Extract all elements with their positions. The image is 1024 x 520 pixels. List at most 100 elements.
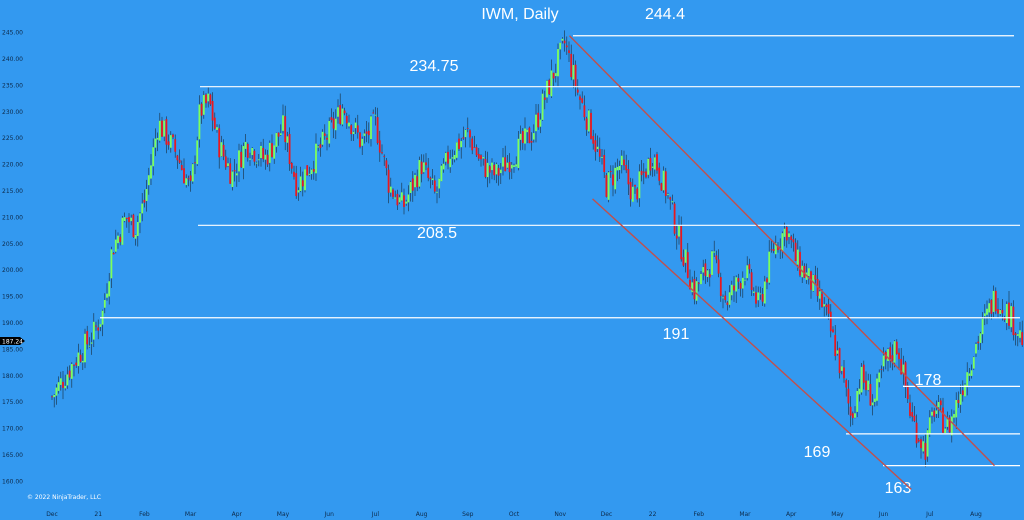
candle-body <box>231 171 234 187</box>
x-tick-label: Jul <box>925 511 934 518</box>
candle-body <box>440 165 443 182</box>
candle-body <box>876 378 878 401</box>
candle-body <box>543 97 546 100</box>
candle-body <box>57 382 60 391</box>
candle-body <box>260 145 262 158</box>
candle-body <box>579 96 581 100</box>
candle-body <box>290 162 293 169</box>
y-tick-label: 190.00 <box>2 320 23 327</box>
candle-body <box>614 167 617 190</box>
candle-body <box>97 327 100 331</box>
candle-body <box>167 141 170 146</box>
candle-body <box>708 274 711 278</box>
candle-body <box>711 251 713 275</box>
candle-body <box>262 147 265 160</box>
candle-body <box>194 162 196 164</box>
candle-body <box>363 133 366 136</box>
candle-body <box>227 163 229 167</box>
candle-body <box>704 263 707 276</box>
candle-body <box>955 400 958 418</box>
candle-body <box>312 169 315 172</box>
candle-body <box>664 171 667 196</box>
candle-body <box>915 422 918 444</box>
x-tick-label: Jun <box>878 511 889 518</box>
candle-body <box>499 169 502 174</box>
candle-body <box>994 290 997 312</box>
candle-body <box>693 278 696 300</box>
candle-body <box>286 136 289 143</box>
candle-body <box>559 42 562 50</box>
candle-body <box>86 331 89 345</box>
candle-body <box>429 177 432 180</box>
candle-body <box>207 93 210 102</box>
candle-body <box>394 197 397 199</box>
candle-body <box>785 226 788 241</box>
candle-body <box>143 199 146 203</box>
x-tick-label: Jul <box>371 511 380 518</box>
candle-body <box>216 127 218 130</box>
candle-body <box>504 157 507 172</box>
candle-body <box>933 410 936 417</box>
candle-body <box>568 50 570 53</box>
candle-body <box>755 292 757 304</box>
candle-body <box>165 119 168 145</box>
candle-body <box>957 399 960 404</box>
candle-body <box>931 411 933 416</box>
candle-body <box>653 157 656 170</box>
x-tick-label: Aug <box>970 511 982 518</box>
candle-body <box>889 347 892 359</box>
candle-body <box>733 285 735 291</box>
candle-body <box>768 251 771 283</box>
candle-body <box>667 194 669 195</box>
candle-body <box>788 233 790 238</box>
candle-body <box>240 151 243 168</box>
candle-body <box>70 364 73 379</box>
x-tick-label: Nov <box>554 511 566 518</box>
candle-body <box>671 201 674 203</box>
candle-body <box>409 181 412 193</box>
candle-body <box>658 167 661 181</box>
candle-body <box>328 121 331 144</box>
candle-body <box>854 413 856 418</box>
candle-body <box>581 98 584 103</box>
candle-body <box>370 116 372 140</box>
candle-body <box>466 128 469 129</box>
candle-body <box>224 156 227 168</box>
candle-body <box>367 130 370 136</box>
x-tick-label: Oct <box>509 511 520 518</box>
candle-body <box>491 162 493 171</box>
candle-body <box>200 103 203 116</box>
candle-body <box>407 194 410 203</box>
candle-body <box>554 73 557 77</box>
candle-body <box>482 157 485 159</box>
candle-body <box>678 225 680 237</box>
price-marker-box <box>0 337 25 345</box>
x-tick-label: Aug <box>416 511 428 518</box>
candle-body <box>988 303 991 313</box>
candle-body <box>623 159 625 166</box>
candle-body <box>233 170 236 172</box>
candle-body <box>924 442 927 460</box>
candle-body <box>618 166 621 171</box>
candle-body <box>277 132 280 137</box>
candle-body <box>218 128 221 158</box>
candle-body <box>222 144 225 157</box>
candle-body <box>282 115 284 131</box>
candle-body <box>836 350 839 354</box>
candle-body <box>420 161 423 175</box>
candle-body <box>396 193 399 206</box>
candle-body <box>1010 306 1013 328</box>
candle-body <box>1001 310 1004 314</box>
candle-body <box>62 381 64 388</box>
candle-body <box>997 309 999 314</box>
candle-body <box>293 171 295 177</box>
candle-body <box>506 162 509 168</box>
candle-body <box>139 213 141 223</box>
candle-body <box>570 53 573 78</box>
candle-body <box>447 151 449 164</box>
candle-body <box>455 142 458 158</box>
candle-body <box>75 362 78 366</box>
candle-body <box>235 173 238 176</box>
candle-body <box>389 186 392 193</box>
